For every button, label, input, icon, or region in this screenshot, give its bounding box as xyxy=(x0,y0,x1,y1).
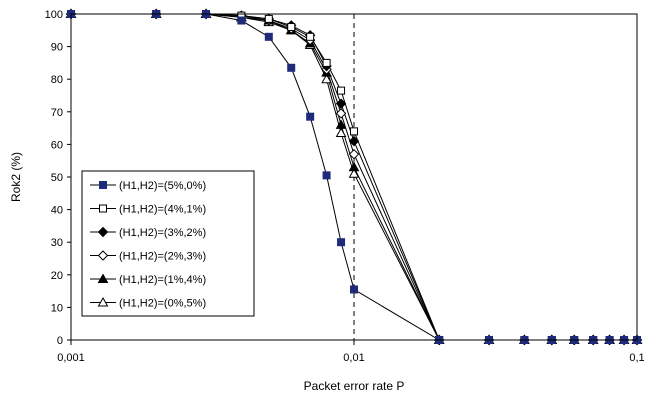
y-tick-label: 40 xyxy=(51,205,63,217)
y-tick-label: 20 xyxy=(51,270,63,282)
data-point xyxy=(348,148,360,160)
data-point xyxy=(322,58,331,67)
legend-entry-label: (H1,H2)=(2%,3%) xyxy=(119,251,206,263)
data-point xyxy=(322,171,331,180)
legend-swatch-marker xyxy=(99,204,107,213)
y-tick-label: 50 xyxy=(51,172,63,184)
data-point xyxy=(264,32,273,41)
y-axis-title: Rok2 (%) xyxy=(9,152,23,202)
data-point xyxy=(337,86,346,95)
data-point xyxy=(287,23,296,32)
y-tick-label: 70 xyxy=(51,107,63,119)
legend-box xyxy=(81,170,255,317)
legend-swatch-marker xyxy=(97,273,109,283)
legend-swatch-marker xyxy=(99,181,107,189)
y-tick-label: 100 xyxy=(45,9,63,21)
legend-entry-label: (H1,H2)=(0%,5%) xyxy=(119,298,206,310)
x-tick-label: 0,1 xyxy=(629,352,644,364)
plot-area-frame xyxy=(70,13,638,341)
data-point xyxy=(306,32,315,41)
y-tick-label: 30 xyxy=(51,237,63,249)
y-axis-ticks: 0 10 20 30 40 50 60 70 80 90 100 xyxy=(45,9,71,347)
legend-swatch-marker xyxy=(97,226,109,238)
data-point xyxy=(306,112,315,121)
legend-entry-label: (H1,H2)=(5%,0%) xyxy=(119,180,206,192)
legend-swatch-marker xyxy=(97,250,109,261)
data-point xyxy=(337,238,346,247)
x-tick-label: 0,01 xyxy=(343,352,364,364)
legend-swatch-marker xyxy=(97,296,109,307)
legend: (H1,H2)=(5%,0%) (H1,H2)=(4%,1%) (H1,H2)=(3… xyxy=(81,170,255,317)
data-point xyxy=(350,285,358,294)
data-point xyxy=(335,119,347,129)
x-axis-ticks: 0,001 0,01 0,1 xyxy=(57,340,645,364)
x-axis-title: Packet error rate P xyxy=(304,379,405,393)
y-tick-label: 0 xyxy=(57,335,63,347)
data-point xyxy=(335,98,347,109)
data-point xyxy=(348,161,360,172)
legend-entry-label: (H1,H2)=(1%,4%) xyxy=(119,274,206,286)
data-point xyxy=(335,127,347,137)
y-tick-label: 60 xyxy=(51,139,63,151)
data-point xyxy=(237,16,246,25)
legend-entry-label: (H1,H2)=(3%,2%) xyxy=(119,227,206,239)
data-point xyxy=(321,73,332,84)
y-tick-label: 10 xyxy=(51,302,63,314)
data-point xyxy=(287,63,296,72)
data-point xyxy=(348,135,360,147)
data-point xyxy=(348,168,360,178)
legend-entry-label: (H1,H2)=(4%,1%) xyxy=(119,204,206,216)
data-point xyxy=(264,14,273,23)
x-tick-label: 0,001 xyxy=(57,352,85,364)
data-point xyxy=(335,108,347,119)
data-point xyxy=(350,127,358,136)
y-tick-label: 80 xyxy=(51,74,63,86)
y-tick-label: 90 xyxy=(51,42,63,54)
